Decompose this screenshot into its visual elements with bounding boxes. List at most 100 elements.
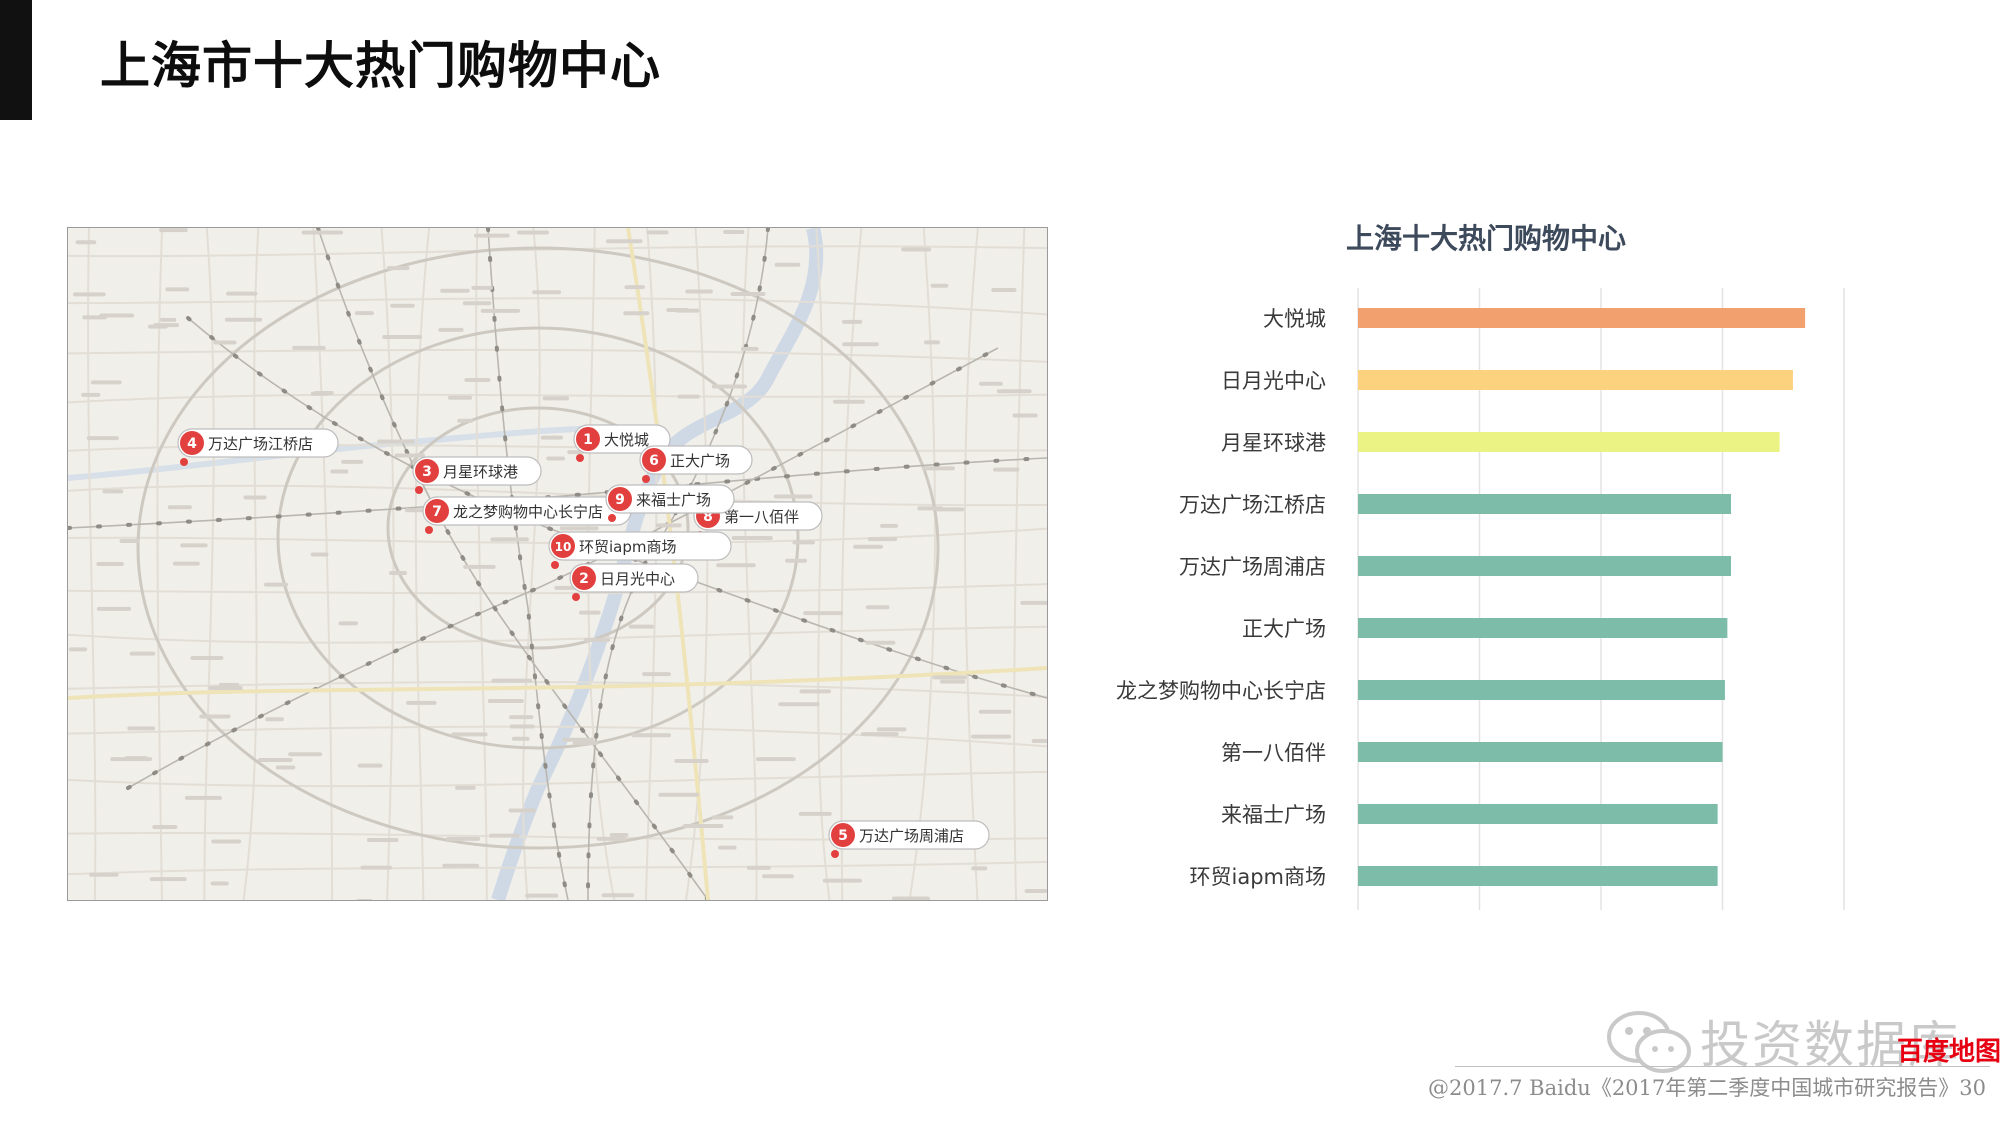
place-label [263,582,289,587]
place-label [491,678,533,683]
place-label [360,865,392,870]
place-label [442,863,480,868]
road [242,228,260,900]
chart-title: 上海十大热门购物中心 [1346,222,1626,255]
metro-stations [186,316,1047,700]
place-label [213,340,237,345]
road [68,245,1047,258]
road [1013,228,1026,900]
map-marker[interactable]: 3 月星环球港 [412,456,542,494]
road [68,860,1047,876]
map-marker[interactable]: 1 大悦城 [573,424,671,462]
map-marker[interactable]: 4 万达广场江桥店 [177,428,339,466]
category-label: 正大广场 [1242,617,1326,641]
place-label [265,717,284,722]
metro-stations [68,456,1047,530]
marker-rank: 9 [615,492,625,508]
place-label [674,759,709,764]
road [203,228,215,900]
place-label [487,698,524,703]
bar [1358,804,1718,824]
marker-rank: 1 [583,432,593,448]
place-label [338,621,358,626]
place-label [762,874,794,879]
metro-line [487,228,569,900]
place-label [711,384,747,389]
road [685,228,709,900]
place-label [149,877,187,882]
map-marker[interactable]: 5 万达广场周浦店 [828,820,990,858]
place-label [685,289,713,294]
marker-label: 日月光中心 [600,570,675,588]
marker-pin [551,561,559,569]
marker-pin [831,850,839,858]
marker-label: 大悦城 [604,431,649,449]
map-marker[interactable]: 2 日月光中心 [569,563,699,601]
place-label [473,233,510,238]
place-label [275,765,296,770]
ring-road [136,246,940,850]
place-label [480,308,521,313]
bar-chart: 上海十大热门购物中心 大悦城 日月光中心 月星环球港 万达广场江桥店 万达广场周浦店 正大… [1100,210,1980,930]
ring-road [386,406,690,650]
place-label [596,836,627,841]
place-label [330,469,349,474]
category-label: 月星环球港 [1221,431,1326,455]
place-label [147,324,168,329]
place-label [301,230,344,235]
place-label [341,459,364,464]
marker-callout [569,563,699,593]
place-label [923,340,941,345]
marker-label: 第一八佰伴 [724,508,799,526]
highway [68,666,1047,700]
place-label [1020,600,1047,605]
place-label [546,456,565,461]
road [68,583,1047,595]
shanghai-map: 1 大悦城 2 日月光中心 3 月星环球港 4 万达广场江桥店 5 万达广场周浦店 6 正大广场 7 龙之… [67,227,1048,901]
place-label [75,240,97,245]
place-label [119,538,140,543]
bar [1358,556,1732,576]
footer-divider [1455,1066,1990,1067]
marker-rank: 6 [649,453,659,469]
place-label [102,489,124,494]
marker-badge [551,534,575,558]
chart-bars [1358,308,1806,886]
map-marker[interactable]: 7 龙之梦购物中心长宁店 [422,496,632,534]
place-label [572,741,598,746]
place-label [152,824,178,829]
place-label [440,288,470,293]
marker-pin [180,458,188,466]
place-label [940,679,966,684]
place-label [199,714,231,719]
road [380,228,395,900]
map-marker[interactable]: 6 正大广场 [639,445,753,483]
place-label [677,394,700,399]
place-label [367,837,399,842]
place-label [971,866,988,871]
marker-rank: 8 [703,509,713,525]
map-marker[interactable]: 10 环贸iapm商场 [548,531,732,569]
place-label [865,605,890,610]
place-label [382,335,423,340]
place-label [184,795,222,800]
place-label [190,656,224,661]
place-label [978,709,1012,714]
place-label [172,561,200,566]
place-label [540,435,564,440]
place-label [224,317,263,322]
marker-label: 万达广场江桥店 [208,435,313,453]
place-label [354,311,374,316]
page-title: 上海市十大热门购物中心 [100,37,661,95]
place-label [773,494,813,499]
road [68,297,1047,316]
map-markers: 1 大悦城 2 日月光中心 3 月星环球港 4 万达广场江桥店 5 万达广场周浦店 6 正大广场 7 龙之… [177,424,990,858]
road [68,770,1047,788]
road [312,228,334,900]
map-marker[interactable]: 9 来福士广场 [605,484,735,522]
place-label [876,727,907,732]
wechat-icon [1607,1011,1691,1073]
place-label [446,836,481,841]
place-label [511,736,530,741]
place-label [609,832,629,837]
